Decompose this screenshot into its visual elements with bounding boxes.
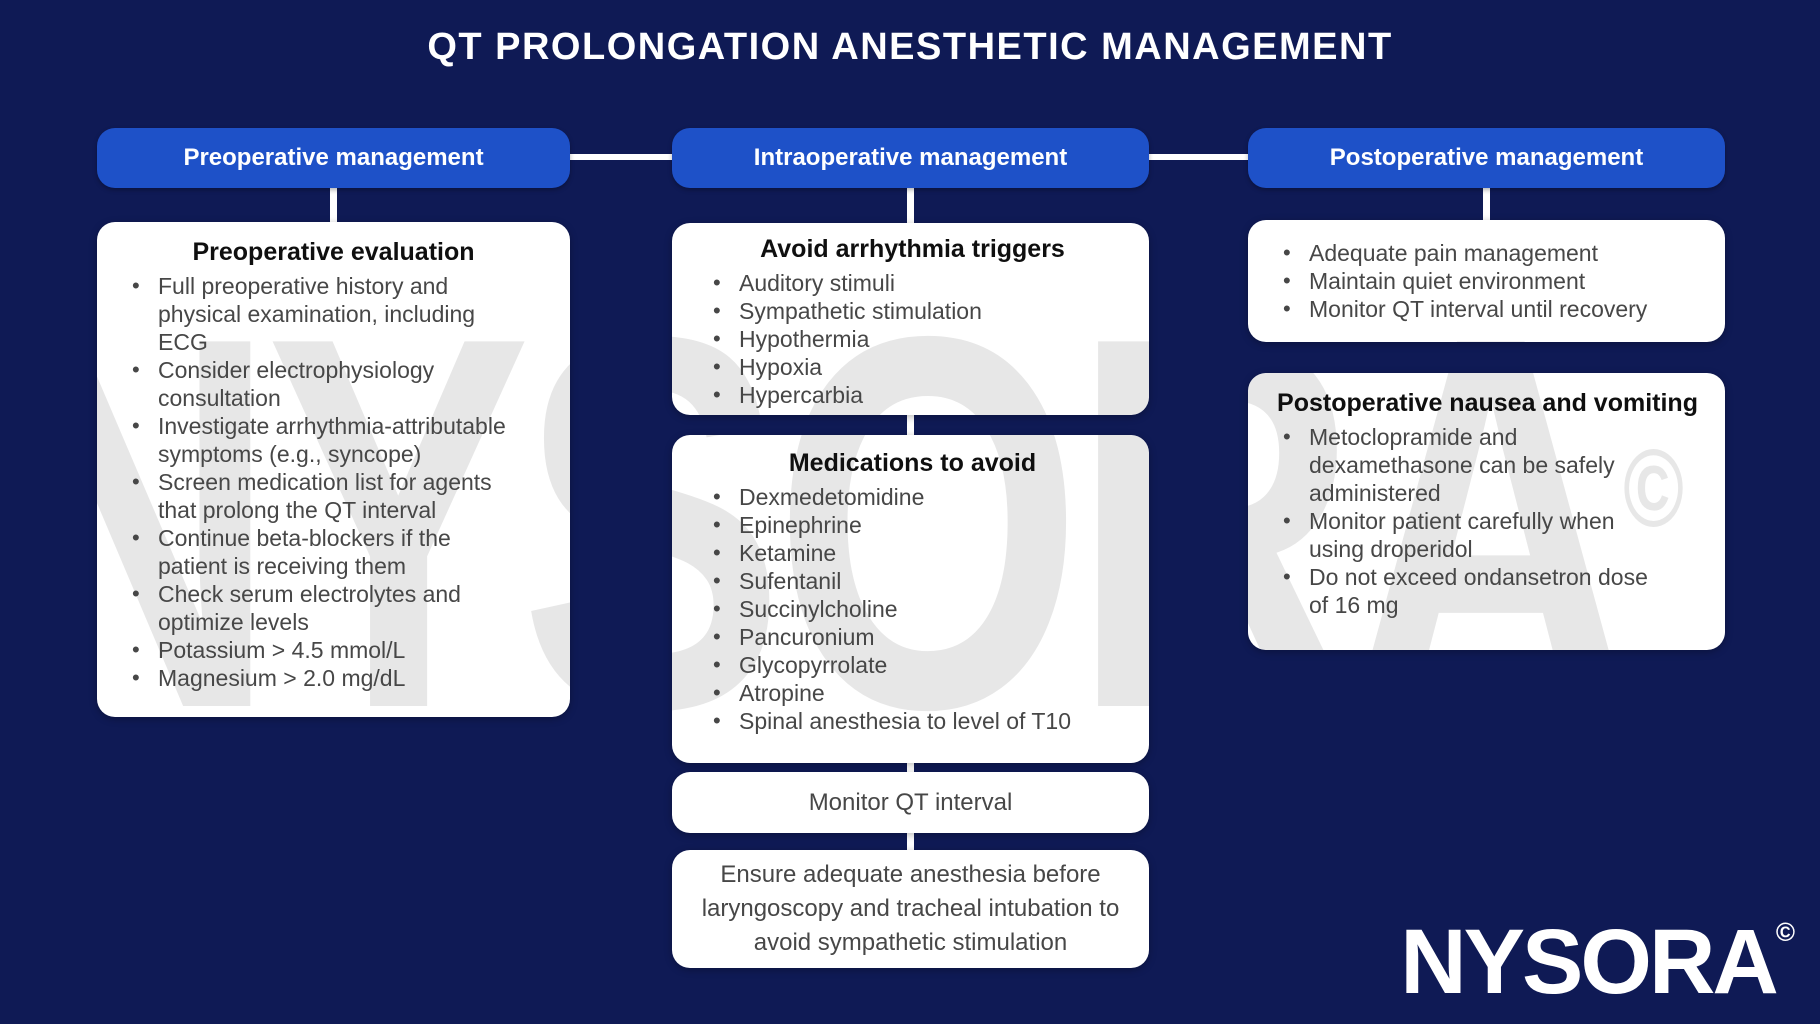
column-header-postoperative: Postoperative management: [1248, 128, 1725, 188]
bullet-item: Epinephrine: [706, 511, 1119, 539]
card-title: Postoperative nausea and vomiting: [1277, 389, 1698, 417]
bullet-item: Monitor patient carefully when using dro…: [1276, 507, 1659, 563]
bullet-item: Atropine: [706, 679, 1119, 707]
page-title: QT PROLONGATION ANESTHETIC MANAGEMENT: [427, 26, 1393, 68]
column-header-preoperative: Preoperative management: [97, 128, 570, 188]
card-avoid-arrhythmia-triggers: Avoid arrhythmia triggers Auditory stimu…: [672, 223, 1149, 415]
bullet-item: Pancuronium: [706, 623, 1119, 651]
bullet-list: Adequate pain management Maintain quiet …: [1276, 239, 1695, 323]
copyright-icon: ©: [1775, 917, 1795, 947]
bullet-item: Glycopyrrolate: [706, 651, 1119, 679]
bullet-list: Full preoperative history and physical e…: [125, 272, 524, 692]
bullet-item: Hypercarbia: [706, 381, 1119, 409]
column-header-label: Preoperative management: [183, 144, 484, 171]
bullet-item: Spinal anesthesia to level of T10: [706, 707, 1119, 735]
nysora-logo: NYSORA©: [1400, 916, 1795, 1008]
bullet-item: Magnesium > 2.0 mg/dL: [125, 664, 524, 692]
card-ensure-adequate-anesthesia: Ensure adequate anesthesia before laryng…: [672, 850, 1149, 968]
card-medications-to-avoid: Medications to avoid Dexmedetomidine Epi…: [672, 435, 1149, 763]
bullet-list: Dexmedetomidine Epinephrine Ketamine Suf…: [706, 483, 1119, 735]
bullet-list: Auditory stimuli Sympathetic stimulation…: [706, 269, 1119, 409]
card-preoperative-evaluation: Preoperative evaluation Full preoperativ…: [97, 222, 570, 717]
bullet-item: Sympathetic stimulation: [706, 297, 1119, 325]
card-text: Ensure adequate anesthesia before laryng…: [701, 861, 1120, 956]
bullet-item: Continue beta-blockers if the patient is…: [125, 524, 524, 580]
connector-line-horizontal: [1146, 154, 1250, 160]
column-header-label: Postoperative management: [1329, 144, 1644, 171]
bullet-item: Do not exceed ondansetron dose of 16 mg: [1276, 563, 1659, 619]
connector-line-horizontal: [568, 154, 674, 160]
bullet-item: Potassium > 4.5 mmol/L: [125, 636, 524, 664]
connector-line-vertical: [330, 186, 337, 226]
logo-text: NYSORA: [1400, 911, 1779, 1013]
bullet-item: Maintain quiet environment: [1276, 267, 1695, 295]
column-header-label: Intraoperative management: [753, 144, 1068, 171]
bullet-item: Metoclopramide and dexamethasone can be …: [1276, 423, 1659, 507]
card-postoperative-measures: Adequate pain management Maintain quiet …: [1248, 220, 1725, 342]
bullet-item: Hypothermia: [706, 325, 1119, 353]
bullet-item: Check serum electrolytes and optimize le…: [125, 580, 524, 636]
bullet-item: Full preoperative history and physical e…: [125, 272, 524, 356]
bullet-item: Adequate pain management: [1276, 239, 1695, 267]
card-text: Monitor QT interval: [808, 788, 1013, 816]
bullet-item: Hypoxia: [706, 353, 1119, 381]
column-header-intraoperative: Intraoperative management: [672, 128, 1149, 188]
card-title: Preoperative evaluation: [192, 238, 475, 266]
bullet-item: Succinylcholine: [706, 595, 1119, 623]
bullet-item: Investigate arrhythmia-attributable symp…: [125, 412, 524, 468]
bullet-item: Dexmedetomidine: [706, 483, 1119, 511]
bullet-item: Auditory stimuli: [706, 269, 1119, 297]
bullet-list: Metoclopramide and dexamethasone can be …: [1276, 423, 1659, 619]
card-title: Avoid arrhythmia triggers: [760, 235, 1065, 263]
bullet-item: Screen medication list for agents that p…: [125, 468, 524, 524]
bullet-item: Monitor QT interval until recovery: [1276, 295, 1695, 323]
bullet-item: Ketamine: [706, 539, 1119, 567]
card-postoperative-nausea-vomiting: Postoperative nausea and vomiting Metocl…: [1248, 373, 1725, 650]
card-title: Medications to avoid: [788, 449, 1037, 477]
card-monitor-qt-interval: Monitor QT interval: [672, 772, 1149, 833]
bullet-item: Consider electrophysiology consultation: [125, 356, 524, 412]
bullet-item: Sufentanil: [706, 567, 1119, 595]
connector-line-vertical: [1483, 186, 1490, 224]
